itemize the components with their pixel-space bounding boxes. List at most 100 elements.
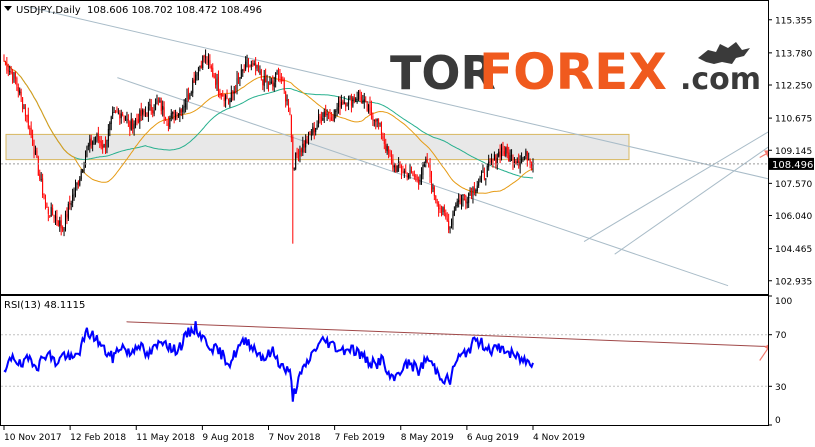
candle-body <box>236 78 238 92</box>
candle-body <box>233 91 235 94</box>
time-tick-label: 4 Nov 2019 <box>533 433 585 443</box>
candle-body <box>200 65 202 69</box>
candle-body <box>89 139 91 147</box>
candle-body <box>176 114 178 119</box>
candle-body <box>393 165 395 168</box>
candle-body <box>127 119 129 121</box>
bull-logo-icon <box>698 42 750 64</box>
candle-body <box>133 123 135 129</box>
candle-body <box>400 166 402 173</box>
candle-body <box>290 115 292 139</box>
candle-body <box>72 194 74 204</box>
candle-body <box>388 146 390 154</box>
candle-body <box>54 215 56 219</box>
candle-body <box>469 191 471 193</box>
rsi-trend-line <box>126 321 768 348</box>
candle-body <box>328 112 330 114</box>
candle-body <box>227 99 229 101</box>
candle-body <box>423 164 425 167</box>
candle-body <box>519 161 521 167</box>
candle-body <box>40 179 42 181</box>
candle-body <box>90 137 92 146</box>
candle-body <box>17 86 19 92</box>
candle-body <box>518 160 520 166</box>
candle-body <box>203 55 205 58</box>
candle-body <box>87 145 89 147</box>
candle-body <box>84 155 86 167</box>
candle-body <box>6 63 8 71</box>
candle-body <box>190 92 192 94</box>
candle-body <box>245 61 247 70</box>
candle-body <box>243 69 245 71</box>
price-tick-label: 113.780 <box>775 49 812 59</box>
symbol-label: USDJPY,Daily <box>16 5 81 16</box>
candle-body <box>529 159 531 165</box>
candle-body <box>97 133 99 141</box>
candle-body <box>313 127 315 133</box>
candle-body <box>505 147 507 157</box>
candle-body <box>210 65 212 69</box>
candle-body <box>461 199 463 206</box>
candle-body <box>346 105 348 107</box>
candle-body <box>53 214 55 219</box>
candle-body <box>103 143 105 148</box>
candle-body <box>298 155 300 158</box>
candle-body <box>156 101 158 103</box>
candle-body <box>217 76 219 92</box>
candle-body <box>496 157 498 164</box>
candle-body <box>323 111 325 118</box>
candle-body <box>10 71 12 73</box>
candle-body <box>250 64 252 67</box>
candle-body <box>296 151 298 155</box>
candle-body <box>308 133 310 145</box>
candle-body <box>532 163 534 167</box>
candle-body <box>479 177 481 183</box>
candle-body <box>342 101 344 105</box>
candle-body <box>516 161 518 163</box>
candle-body <box>180 109 182 113</box>
candle-body <box>113 111 115 113</box>
candle-body <box>132 119 134 130</box>
candle-body <box>137 118 139 123</box>
candle-body <box>363 99 365 102</box>
rsi-forecast-arrow-head <box>764 344 768 350</box>
candle-body <box>523 156 525 158</box>
candle-body <box>481 172 483 178</box>
candle-body <box>159 100 161 102</box>
candle-body <box>116 111 118 113</box>
candle-body <box>448 220 450 230</box>
candle-body <box>408 175 410 178</box>
candle-body <box>336 107 338 111</box>
candle-body <box>32 135 34 145</box>
candle-body <box>273 82 275 87</box>
candle-body <box>160 100 162 112</box>
candle-body <box>9 71 11 73</box>
candle-body <box>56 216 58 222</box>
candle-body <box>358 91 360 100</box>
candle-body <box>515 160 517 164</box>
candle-body <box>406 172 408 178</box>
price-axis: 115.355 113.780 112.250 110.675 109.145 107.5… <box>768 16 812 287</box>
candle-body <box>343 102 345 104</box>
candle-body <box>12 72 14 81</box>
candle-body <box>253 63 255 66</box>
channel-line <box>25 5 768 180</box>
candle-body <box>34 150 36 155</box>
candle-body <box>212 67 214 77</box>
candle-body <box>463 199 465 201</box>
candle-body <box>416 176 418 180</box>
candle-body <box>136 119 138 121</box>
candle-body <box>195 74 197 84</box>
candle-body <box>63 229 65 231</box>
candle-body <box>315 127 317 132</box>
candle-body <box>452 214 454 226</box>
candle-body <box>501 147 503 157</box>
candle-body <box>167 123 169 126</box>
candle-body <box>256 65 258 68</box>
candle-body <box>439 208 441 210</box>
candle-body <box>169 118 171 127</box>
candle-body <box>153 110 155 115</box>
candle-body <box>436 201 438 204</box>
main-panel-border <box>0 0 769 295</box>
